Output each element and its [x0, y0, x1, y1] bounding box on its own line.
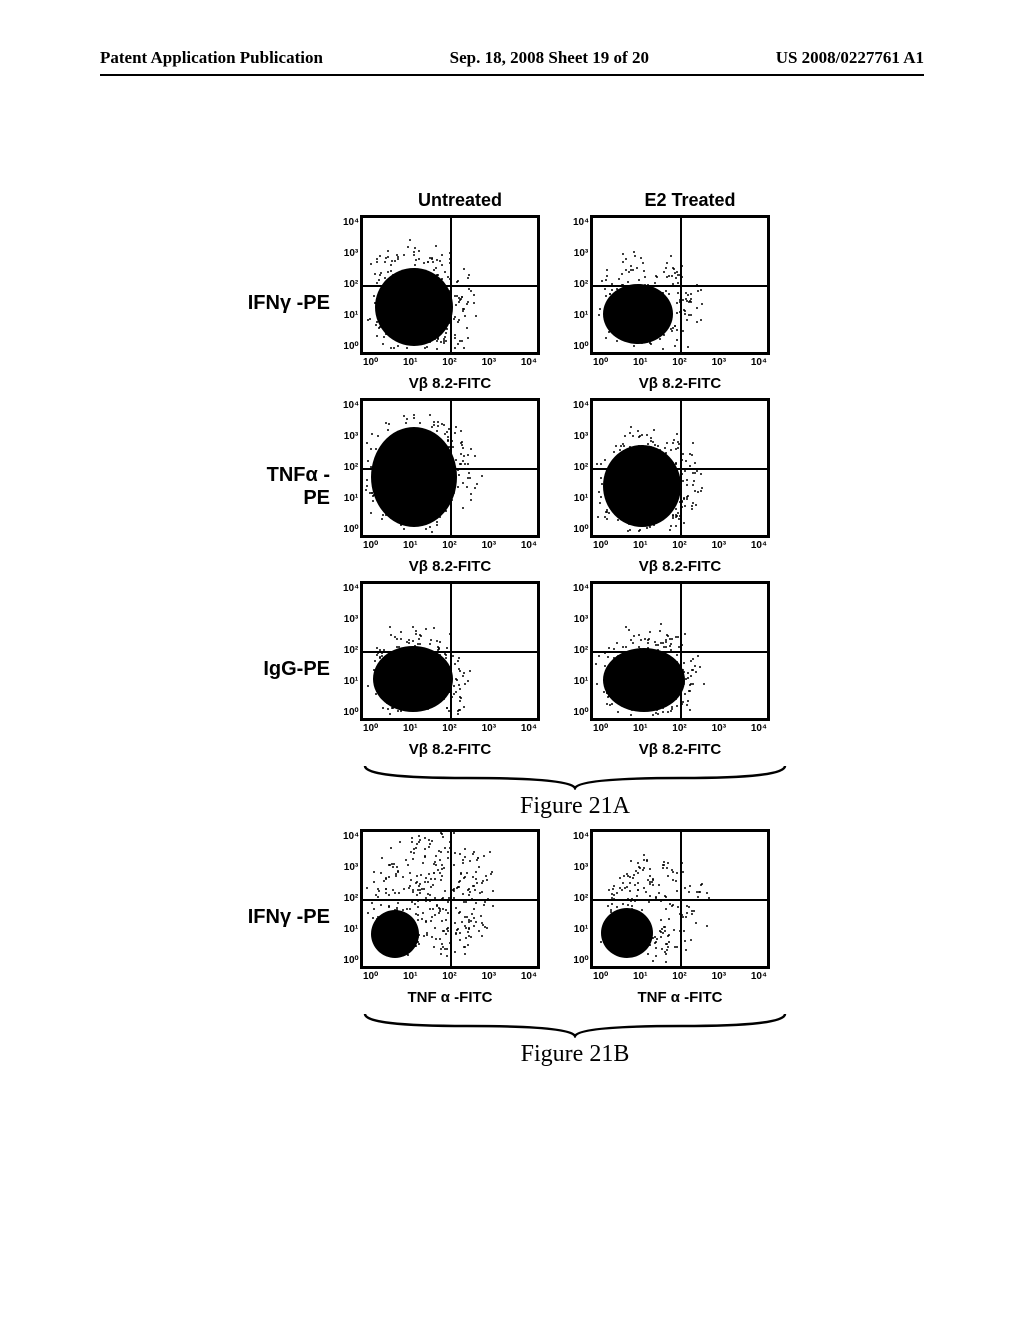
- header-divider: [100, 74, 924, 76]
- plot-b-ifn-e2: 10⁰10¹10²10³10⁴10⁰10¹10²10³10⁴ TNF α -FI…: [570, 829, 770, 1006]
- row-b-ifn: IFNγ -PE 10⁰10¹10²10³10⁴10⁰10¹10²10³10⁴ …: [240, 829, 800, 1006]
- plot-a-igg-e2: 10⁰10¹10²10³10⁴10⁰10¹10²10³10⁴ Vβ 8.2-FI…: [570, 581, 770, 758]
- brace-b: Figure 21B: [360, 1012, 790, 1052]
- x-axis-label: Vβ 8.2-FITC: [590, 558, 770, 575]
- plot-a-tnf-untreated: 10⁰10¹10²10³10⁴10⁰10¹10²10³10⁴ Vβ 8.2-FI…: [340, 398, 540, 575]
- plot-a-tnf-e2: 10⁰10¹10²10³10⁴10⁰10¹10²10³10⁴ Vβ 8.2-FI…: [570, 398, 770, 575]
- curly-brace-icon: [360, 1012, 790, 1038]
- row-label-ifn: IFNγ -PE: [240, 292, 340, 315]
- row-label-b-ifn: IFNγ -PE: [240, 906, 340, 929]
- x-axis-label: TNF α -FITC: [590, 989, 770, 1006]
- figure-21b: IFNγ -PE 10⁰10¹10²10³10⁴10⁰10¹10²10³10⁴ …: [240, 829, 800, 1052]
- x-axis-label: Vβ 8.2-FITC: [590, 741, 770, 758]
- plot-a-ifn-e2: 10⁰10¹10²10³10⁴10⁰10¹10²10³10⁴ Vβ 8.2-FI…: [570, 215, 770, 392]
- row-igg: IgG-PE 10⁰10¹10²10³10⁴10⁰10¹10²10³10⁴ Vβ…: [240, 581, 800, 758]
- header-left: Patent Application Publication: [100, 48, 323, 68]
- x-axis-label: Vβ 8.2-FITC: [360, 558, 540, 575]
- brace-a: Figure 21A: [360, 764, 790, 804]
- figure-caption-b: Figure 21B: [360, 1041, 790, 1068]
- column-headers: Untreated E2 Treated: [360, 190, 800, 211]
- col-header-e2: E2 Treated: [590, 190, 790, 211]
- x-axis-label: Vβ 8.2-FITC: [360, 375, 540, 392]
- header-center: Sep. 18, 2008 Sheet 19 of 20: [450, 48, 649, 68]
- plot-a-igg-untreated: 10⁰10¹10²10³10⁴10⁰10¹10²10³10⁴ Vβ 8.2-FI…: [340, 581, 540, 758]
- page-header: Patent Application Publication Sep. 18, …: [0, 48, 1024, 68]
- row-ifn: IFNγ -PE 10⁰10¹10²10³10⁴10⁰10¹10²10³10⁴ …: [240, 215, 800, 392]
- col-header-untreated: Untreated: [360, 190, 560, 211]
- figure-caption-a: Figure 21A: [360, 793, 790, 820]
- row-tnf: TNFα -PE 10⁰10¹10²10³10⁴10⁰10¹10²10³10⁴ …: [240, 398, 800, 575]
- figure-area: Untreated E2 Treated IFNγ -PE 10⁰10¹10²1…: [240, 190, 800, 1052]
- curly-brace-icon: [360, 764, 790, 790]
- x-axis-label: Vβ 8.2-FITC: [360, 741, 540, 758]
- row-label-igg: IgG-PE: [240, 658, 340, 681]
- row-label-tnf: TNFα -PE: [240, 464, 340, 510]
- x-axis-label: TNF α -FITC: [360, 989, 540, 1006]
- x-axis-label: Vβ 8.2-FITC: [590, 375, 770, 392]
- plot-a-ifn-untreated: 10⁰10¹10²10³10⁴10⁰10¹10²10³10⁴ Vβ 8.2-FI…: [340, 215, 540, 392]
- header-right: US 2008/0227761 A1: [776, 48, 924, 68]
- figure-21a: IFNγ -PE 10⁰10¹10²10³10⁴10⁰10¹10²10³10⁴ …: [240, 215, 800, 804]
- plot-b-ifn-untreated: 10⁰10¹10²10³10⁴10⁰10¹10²10³10⁴ TNF α -FI…: [340, 829, 540, 1006]
